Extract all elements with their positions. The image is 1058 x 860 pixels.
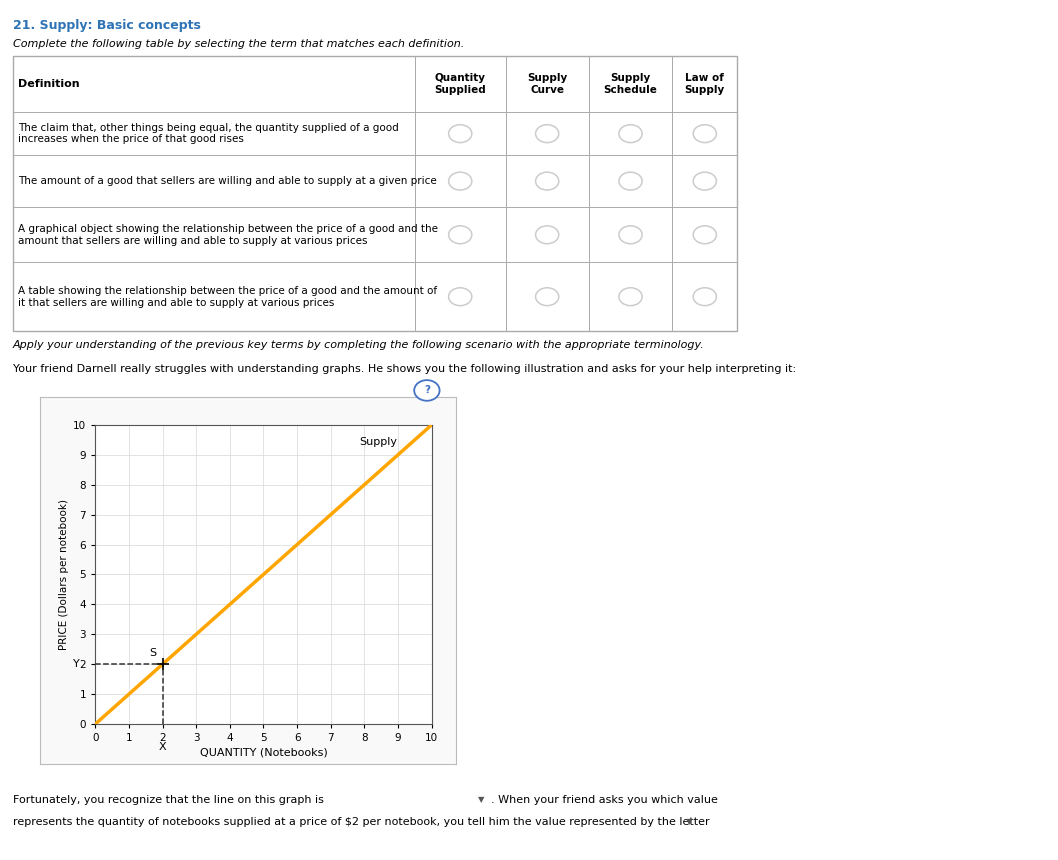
Text: Apply your understanding of the previous key terms by completing the following s: Apply your understanding of the previous… — [13, 340, 705, 350]
Text: A table showing the relationship between the price of a good and the amount of
i: A table showing the relationship between… — [18, 286, 438, 308]
Text: The amount of a good that sellers are willing and able to supply at a given pric: The amount of a good that sellers are wi… — [18, 176, 437, 186]
Text: ▼: ▼ — [686, 817, 692, 826]
Text: The claim that, other things being equal, the quantity supplied of a good
increa: The claim that, other things being equal… — [18, 123, 399, 144]
Text: Complete the following table by selecting the term that matches each definition.: Complete the following table by selectin… — [13, 39, 464, 49]
Text: represents the quantity of notebooks supplied at a price of $2 per notebook, you: represents the quantity of notebooks sup… — [13, 817, 709, 827]
Text: . When your friend asks you which value: . When your friend asks you which value — [491, 795, 717, 805]
Text: Law of
Supply: Law of Supply — [685, 73, 725, 95]
Text: 21. Supply: Basic concepts: 21. Supply: Basic concepts — [13, 19, 201, 32]
Text: .: . — [698, 817, 701, 827]
Text: Definition: Definition — [18, 79, 80, 89]
Text: S: S — [149, 648, 157, 658]
Text: A graphical object showing the relationship between the price of a good and the
: A graphical object showing the relations… — [18, 224, 438, 246]
Y-axis label: PRICE (Dollars per notebook): PRICE (Dollars per notebook) — [59, 499, 69, 650]
Text: Quantity
Supplied: Quantity Supplied — [435, 73, 486, 95]
Text: Supply
Curve: Supply Curve — [527, 73, 567, 95]
X-axis label: QUANTITY (Notebooks): QUANTITY (Notebooks) — [200, 747, 327, 758]
Text: ▼: ▼ — [478, 795, 485, 803]
Text: Fortunately, you recognize that the line on this graph is: Fortunately, you recognize that the line… — [13, 795, 324, 805]
Text: Y: Y — [73, 660, 80, 669]
Text: Your friend Darnell really struggles with understanding graphs. He shows you the: Your friend Darnell really struggles wit… — [13, 364, 796, 374]
Text: ?: ? — [424, 385, 430, 396]
Text: Supply
Schedule: Supply Schedule — [604, 73, 657, 95]
Text: Supply: Supply — [360, 437, 398, 447]
Text: X: X — [159, 741, 166, 752]
